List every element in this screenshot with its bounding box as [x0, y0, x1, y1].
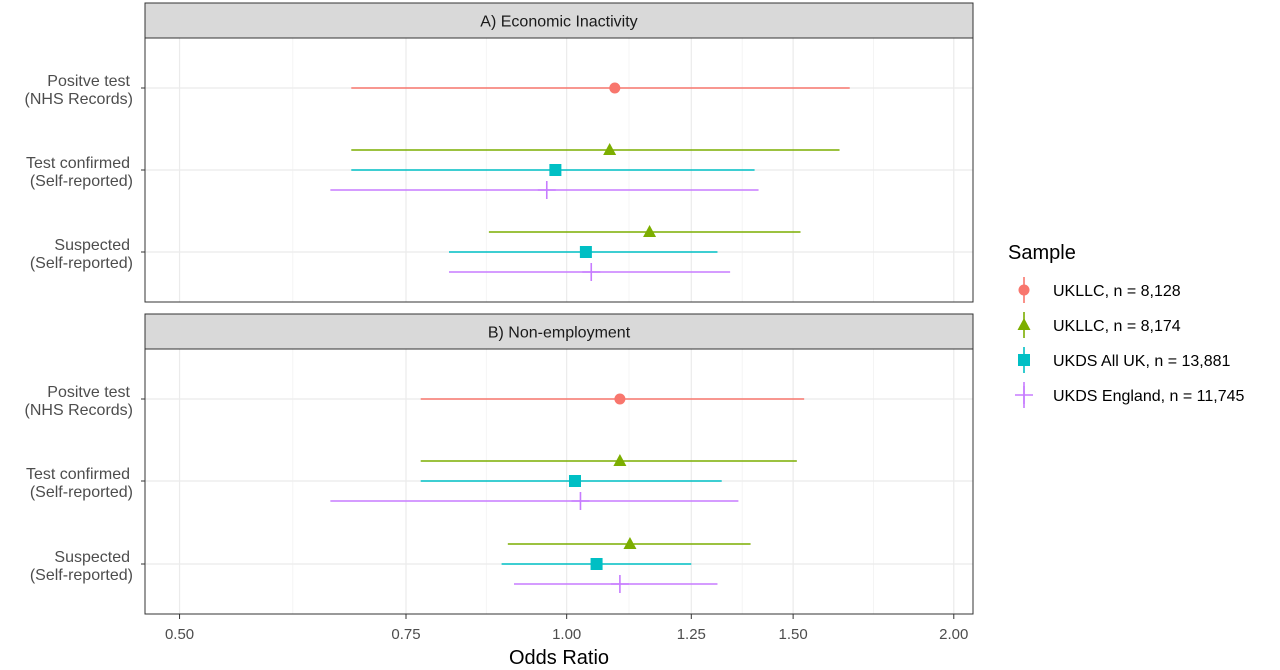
point-estimate [610, 575, 629, 593]
estimate [501, 558, 692, 570]
x-tick-label: 2.00 [939, 626, 968, 643]
point-estimate [582, 263, 601, 281]
estimate [420, 475, 722, 487]
legend-label: UKDS England, n = 11,745 [1053, 388, 1244, 405]
legend-key-marker [1018, 354, 1030, 366]
point-estimate [537, 181, 556, 199]
point-estimate [614, 393, 626, 405]
facet-strip [144, 313, 974, 350]
panel-border [144, 37, 974, 303]
facet-panel: A) Economic Inactivity Positve test(NHS R… [25, 2, 974, 303]
legend-item: UKLLC, n = 8,174 [1017, 312, 1181, 338]
legend-title: Sample [1008, 242, 1076, 264]
category-label-line1: Suspected [54, 549, 130, 566]
legend-item: UKDS England, n = 11,745 [1015, 382, 1244, 408]
facet-strip-title: B) Non-employment [488, 325, 631, 342]
estimate [351, 143, 840, 155]
x-axis-title: Odds Ratio [509, 647, 609, 669]
point-estimate [623, 537, 637, 549]
point-estimate [609, 82, 621, 94]
legend-key-marker [1015, 386, 1033, 404]
estimate [507, 537, 751, 549]
point-estimate [643, 225, 657, 237]
point-estimate [549, 164, 562, 176]
facet-strip-title: A) Economic Inactivity [480, 14, 637, 31]
x-tick-label: 1.00 [552, 626, 581, 643]
point-estimate [571, 492, 590, 510]
category-label-line1: Test confirmed [26, 466, 130, 483]
legend-item: UKDS All UK, n = 13,881 [1018, 347, 1231, 373]
point-estimate [579, 246, 592, 258]
category-label-line2: (Self-reported) [30, 567, 133, 584]
estimate [351, 164, 755, 176]
x-tick-label: 1.50 [779, 626, 808, 643]
point-estimate [603, 143, 617, 155]
estimate [448, 263, 731, 281]
legend-key-marker [1018, 284, 1030, 296]
estimate [514, 575, 718, 593]
legend-label: UKLLC, n = 8,174 [1053, 318, 1181, 335]
category-label-line1: Positve test [47, 73, 130, 90]
point-estimate [590, 558, 603, 570]
x-tick-label: 1.25 [677, 626, 706, 643]
estimate [420, 454, 797, 466]
category-label-line2: (Self-reported) [30, 255, 133, 272]
panel-border [144, 348, 974, 615]
legend-label: UKDS All UK, n = 13,881 [1053, 353, 1231, 370]
facet-strip [144, 2, 974, 39]
estimate [448, 246, 718, 258]
legend: Sample UKLLC, n = 8,128 UKLLC, n = 8,174 U… [1008, 242, 1244, 408]
category-label-line1: Positve test [47, 384, 130, 401]
point-estimate [613, 454, 627, 466]
legend-key-marker [1017, 318, 1031, 330]
estimate [488, 225, 801, 237]
estimate [330, 181, 759, 199]
estimate [420, 393, 805, 405]
x-tick-label: 0.75 [391, 626, 420, 643]
legend-item: UKLLC, n = 8,128 [1018, 277, 1181, 303]
point-estimate [568, 475, 581, 487]
estimate [330, 492, 739, 510]
legend-label: UKLLC, n = 8,128 [1053, 283, 1181, 300]
estimate [351, 82, 850, 94]
category-label-line2: (NHS Records) [25, 91, 133, 108]
category-label-line2: (NHS Records) [25, 402, 133, 419]
facet-panel: B) Non-employment Positve test(NHS Record… [25, 313, 974, 615]
category-label-line2: (Self-reported) [30, 173, 133, 190]
x-axis: 0.50 0.75 1.00 1.25 1.50 2.00 [165, 614, 968, 643]
category-label-line1: Suspected [54, 237, 130, 254]
x-tick-label: 0.50 [165, 626, 194, 643]
category-label-line1: Test confirmed [26, 155, 130, 172]
category-label-line2: (Self-reported) [30, 484, 133, 501]
